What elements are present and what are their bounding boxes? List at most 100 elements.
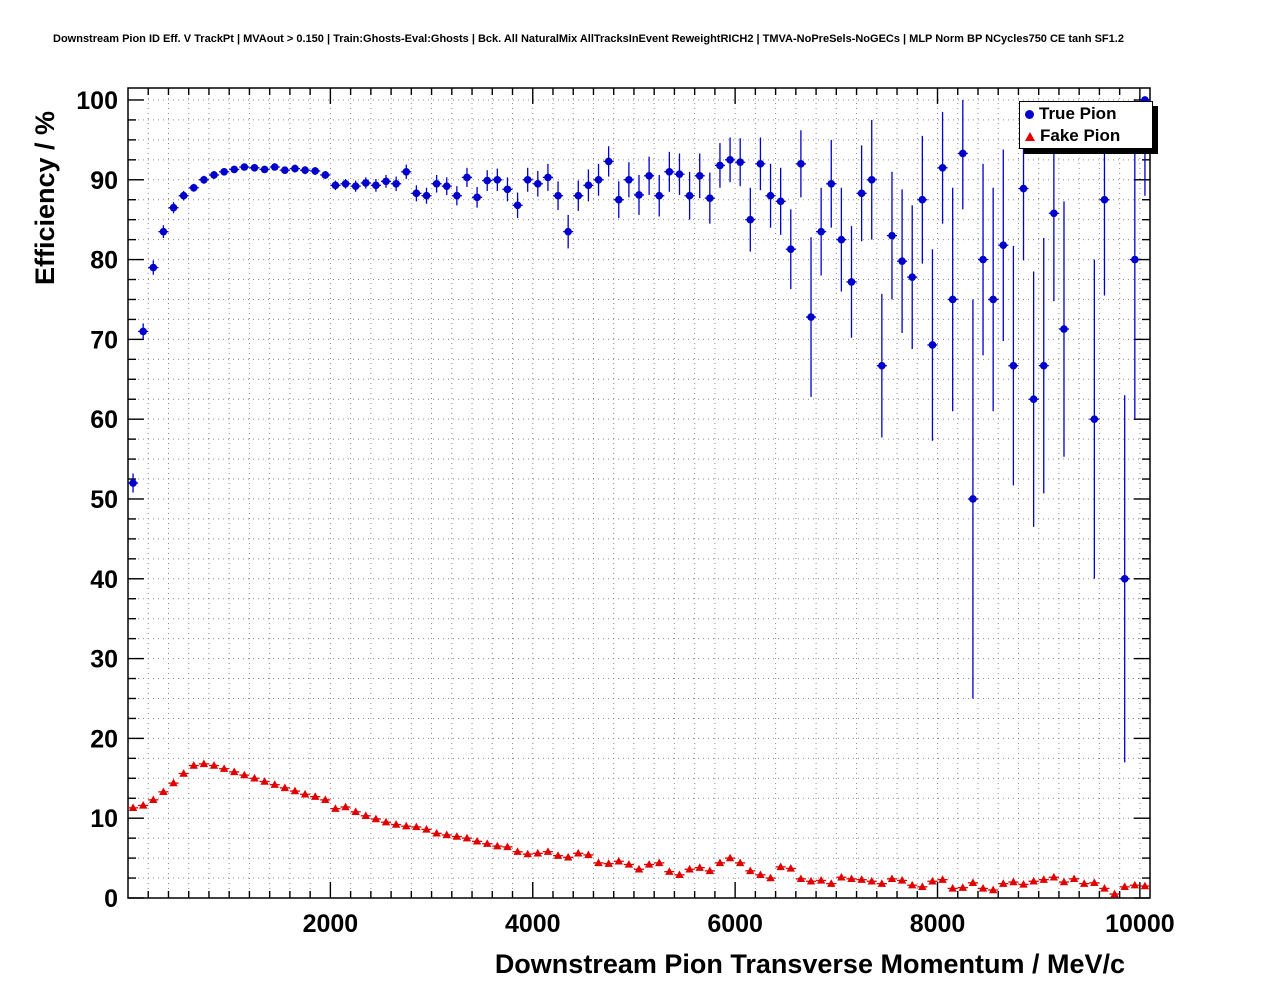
data-point-marker bbox=[1130, 880, 1140, 889]
data-point-marker bbox=[139, 327, 147, 336]
data-point-marker bbox=[129, 479, 137, 487]
data-point-marker bbox=[321, 171, 330, 179]
data-point-marker bbox=[614, 195, 623, 204]
data-point-marker bbox=[706, 194, 714, 202]
data-point-marker bbox=[503, 842, 512, 851]
data-point-marker bbox=[979, 255, 987, 264]
data-point-marker bbox=[331, 181, 340, 190]
data-point-marker bbox=[645, 171, 653, 180]
data-point-marker bbox=[220, 167, 228, 176]
data-point-marker bbox=[1039, 361, 1048, 370]
data-point-marker bbox=[837, 872, 846, 881]
data-point-marker bbox=[372, 181, 380, 190]
data-point-marker bbox=[1131, 255, 1139, 264]
data-point-marker bbox=[695, 171, 704, 180]
data-point-marker bbox=[1029, 876, 1038, 885]
data-point-marker bbox=[735, 858, 745, 867]
data-point-marker bbox=[210, 171, 218, 179]
data-point-marker bbox=[776, 862, 785, 871]
y-tick-label: 40 bbox=[90, 566, 118, 594]
data-point-marker bbox=[149, 263, 158, 272]
data-point-marker bbox=[442, 830, 451, 839]
data-point-marker bbox=[159, 787, 168, 796]
data-point-marker bbox=[999, 879, 1008, 887]
data-point-marker bbox=[634, 864, 644, 873]
plot-title: Downstream Pion ID Eff. V TrackPt | MVAo… bbox=[53, 33, 1124, 45]
data-point-marker bbox=[199, 759, 209, 768]
data-point-marker bbox=[513, 201, 522, 210]
data-point-marker bbox=[1019, 184, 1028, 193]
data-point-marker bbox=[685, 864, 694, 873]
data-point-marker bbox=[574, 848, 583, 857]
data-point-marker bbox=[240, 163, 249, 171]
data-point-marker bbox=[200, 175, 208, 184]
legend-label-true-pion: True Pion bbox=[1039, 104, 1117, 123]
data-point-marker bbox=[159, 227, 168, 236]
data-point-marker bbox=[938, 875, 947, 883]
data-point-marker bbox=[867, 175, 876, 184]
data-point-marker bbox=[816, 876, 826, 884]
data-point-marker bbox=[513, 847, 522, 855]
data-point-marker bbox=[270, 780, 279, 788]
data-point-marker bbox=[128, 803, 138, 812]
data-point-marker bbox=[270, 163, 279, 171]
data-point-marker bbox=[817, 227, 825, 236]
data-point-marker bbox=[675, 870, 684, 879]
data-point-marker bbox=[604, 859, 613, 867]
data-point-marker bbox=[402, 821, 411, 830]
data-point-marker bbox=[978, 884, 988, 892]
data-point-marker bbox=[189, 183, 198, 192]
data-point-marker bbox=[301, 166, 309, 174]
data-point-marker bbox=[786, 864, 795, 872]
data-point-marker bbox=[797, 160, 805, 168]
data-point-marker bbox=[554, 191, 562, 200]
data-point-marker bbox=[412, 189, 421, 198]
y-tick-label: 100 bbox=[76, 87, 118, 115]
data-point-marker bbox=[1090, 415, 1099, 423]
data-point-marker bbox=[1059, 877, 1069, 886]
data-point-marker bbox=[463, 173, 471, 182]
data-point-marker bbox=[472, 836, 482, 845]
data-point-marker bbox=[665, 867, 674, 875]
data-point-marker bbox=[958, 883, 968, 891]
data-point-marker bbox=[928, 341, 937, 349]
data-point-marker bbox=[219, 764, 229, 772]
x-axis-title: Downstream Pion Transverse Momentum / Me… bbox=[494, 949, 1125, 979]
data-point-marker bbox=[969, 495, 977, 503]
data-point-marker bbox=[169, 778, 178, 787]
data-point-marker bbox=[999, 241, 1008, 250]
data-point-marker bbox=[290, 786, 300, 795]
data-point-marker bbox=[361, 179, 370, 187]
data-point-marker bbox=[361, 811, 370, 820]
data-point-marker bbox=[1009, 361, 1018, 370]
data-point-marker bbox=[1019, 880, 1028, 888]
data-point-marker bbox=[179, 191, 188, 200]
y-tick-label: 60 bbox=[90, 406, 118, 434]
data-point-marker bbox=[523, 175, 532, 184]
data-point-marker bbox=[746, 866, 755, 875]
data-point-marker bbox=[260, 777, 269, 785]
data-point-marker bbox=[655, 858, 664, 867]
data-point-marker bbox=[230, 767, 239, 776]
data-point-marker bbox=[422, 824, 431, 833]
data-point-marker bbox=[918, 195, 927, 204]
axis-ticks bbox=[128, 88, 1150, 899]
data-point-marker bbox=[715, 858, 725, 867]
data-point-marker bbox=[260, 165, 269, 174]
data-point-marker bbox=[959, 149, 967, 158]
data-point-marker bbox=[483, 839, 492, 847]
data-point-marker bbox=[594, 175, 603, 184]
data-point-marker bbox=[897, 876, 907, 884]
data-point-marker bbox=[756, 160, 765, 168]
data-point-marker bbox=[452, 832, 462, 840]
data-point-marker bbox=[736, 158, 744, 167]
data-point-marker bbox=[310, 792, 320, 800]
data-point-marker bbox=[564, 227, 572, 236]
data-point-marker bbox=[1080, 879, 1089, 887]
data-point-marker bbox=[391, 820, 401, 828]
data-point-marker bbox=[776, 197, 785, 206]
data-point-marker bbox=[594, 858, 603, 867]
data-point-marker bbox=[138, 801, 148, 809]
